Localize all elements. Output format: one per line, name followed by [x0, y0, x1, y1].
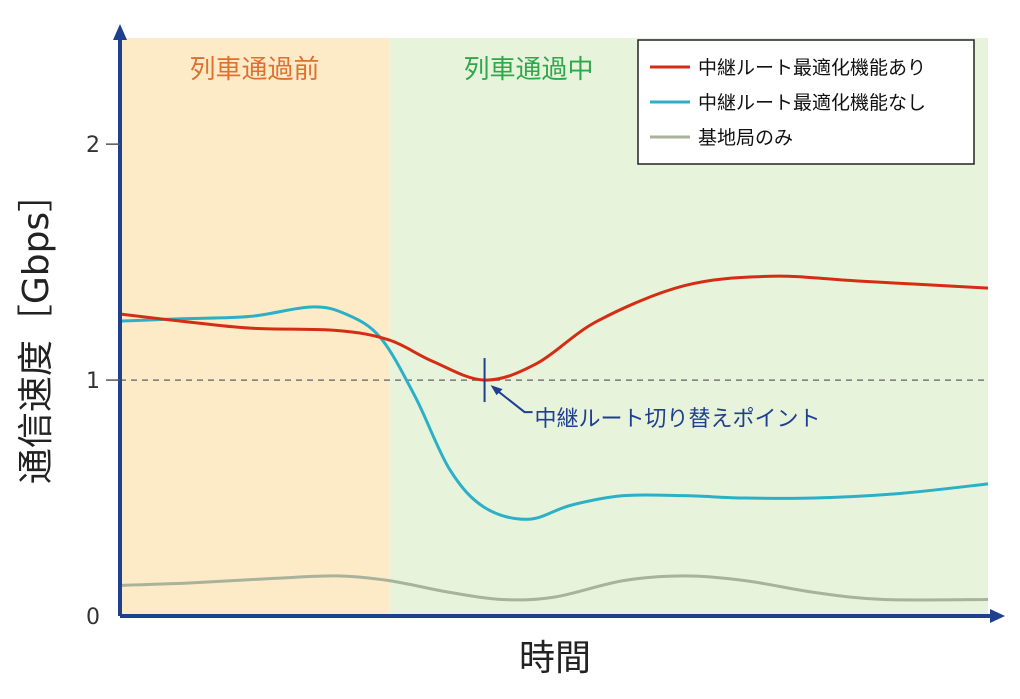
y-ticks: 0 1 2: [86, 133, 120, 630]
y-axis-arrow-icon: [113, 24, 127, 40]
x-axis-arrow-icon: [990, 609, 1005, 623]
annotation-leader-line: [495, 389, 533, 414]
x-axis-title: 時間: [519, 638, 591, 679]
background-regions: 列車通過前 列車通過中: [120, 38, 989, 616]
series-line-3: [119, 574, 989, 602]
series-lines: [119, 274, 989, 602]
region-label-1: 列車通過前: [190, 55, 320, 85]
legend-label-1: 中継ルート最適化機能あり: [698, 57, 926, 79]
y-tick-label: 1: [86, 369, 100, 394]
y-tick-label: 2: [86, 133, 100, 158]
annotation-arrow-icon: [490, 385, 503, 396]
y-axis-title: 通信速度［Gbps］: [16, 176, 57, 484]
series-line-1: [119, 274, 989, 382]
y-tick-label: 0: [86, 605, 100, 630]
axes: [113, 24, 1005, 623]
region-label-2: 列車通過中: [464, 55, 594, 85]
annotation-label: 中継ルート切り替えポイント: [535, 407, 821, 432]
legend-label-2: 中継ルート最適化機能なし: [698, 92, 926, 114]
legend-box: [637, 39, 975, 165]
legend-label-3: 基地局のみ: [698, 127, 793, 149]
annotation: 中継ルート切り替えポイント: [483, 358, 821, 432]
series-line-2: [119, 305, 989, 521]
